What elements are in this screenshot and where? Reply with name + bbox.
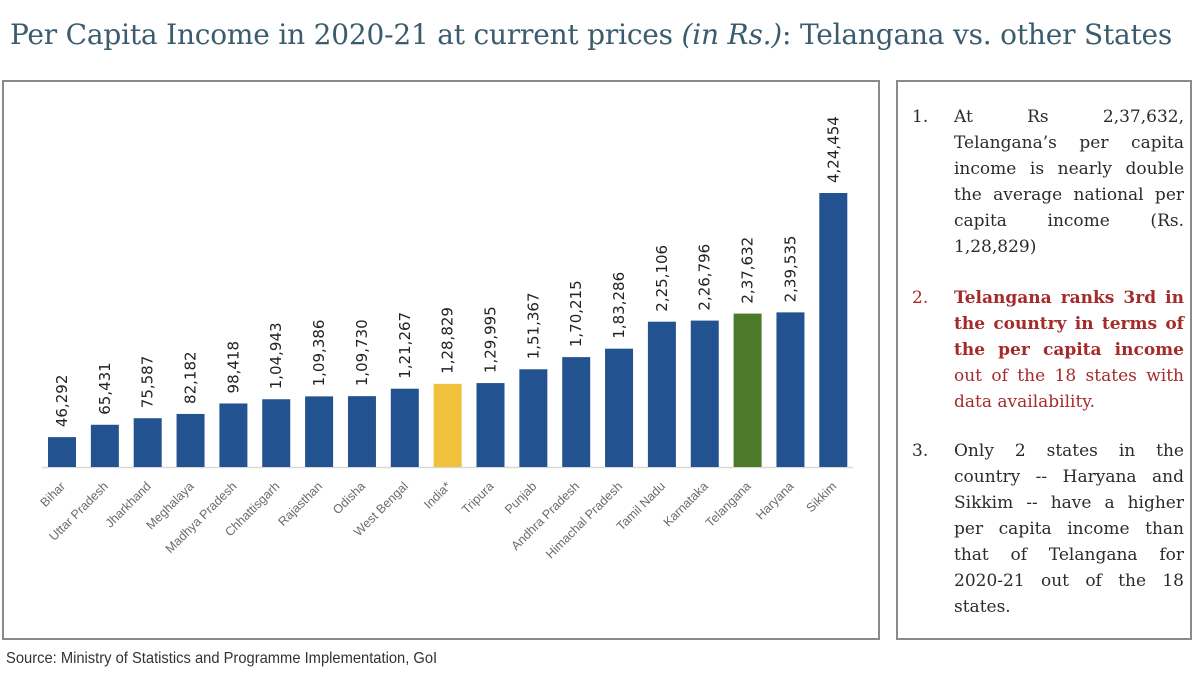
bar-telangana: [733, 313, 762, 467]
data-label: 2,39,535: [781, 236, 799, 303]
x-tick-label: Sikkim: [803, 479, 839, 515]
bar-madhya-pradesh: [219, 403, 248, 467]
note-item: 2. Telangana ranks 3rd in the country in…: [912, 285, 1184, 415]
data-label: 1,70,215: [567, 280, 585, 347]
source-caption: Source: Ministry of Statistics and Progr…: [6, 650, 438, 667]
x-tick-label: Karnataka: [661, 479, 711, 529]
title-prefix: Per Capita Income in 2020-21 at current …: [10, 18, 682, 51]
x-tick-label: Bihar: [38, 479, 69, 510]
note-item: 3. Only 2 states in the country -- Harya…: [912, 438, 1184, 620]
notes-panel: 1. At Rs 2,37,632, Telangana’s per capit…: [896, 80, 1192, 640]
note-text: out of the 18 states with data availabil…: [954, 366, 1184, 412]
x-tick-label: Haryana: [753, 479, 796, 522]
chart-panel: 46,292 Bihar 65,431 Uttar Pradesh 75,587 Jhar…: [2, 80, 880, 640]
bar-tripura: [476, 383, 505, 467]
bar-chhattisgarh: [262, 399, 291, 467]
bar-bihar: [48, 437, 76, 467]
x-tick-label: Odisha: [330, 479, 368, 517]
bar-jharkhand: [133, 418, 162, 467]
x-tick-label: Tripura: [459, 479, 497, 517]
note-highlight-text: Telangana ranks 3rd in the country in te…: [954, 288, 1184, 360]
data-label: 4,24,454: [824, 116, 842, 183]
note-text: Only 2 states in the country -- Haryana …: [954, 441, 1184, 617]
note-text: At Rs 2,37,632, Telangana’s per capita i…: [954, 107, 1184, 257]
x-tick-label: India*: [421, 479, 454, 512]
data-label: 1,09,386: [310, 320, 328, 387]
data-label: 1,83,286: [610, 272, 628, 339]
bar-odisha: [347, 396, 376, 467]
data-label: 75,587: [139, 356, 157, 409]
bar-haryana: [776, 312, 805, 467]
data-label: 1,21,267: [396, 312, 414, 379]
data-label: 1,29,995: [482, 306, 500, 373]
bar-uttar-pradesh: [90, 424, 119, 467]
bar-tamil-nadu: [647, 321, 676, 467]
data-label: 2,26,796: [696, 244, 714, 311]
data-label: 1,09,730: [353, 319, 371, 386]
x-tick-label: Telangana: [703, 479, 754, 530]
bar-west-bengal: [390, 388, 419, 467]
bar-andhra-pradesh: [562, 357, 591, 467]
title-suffix: : Telangana vs. other States: [782, 18, 1173, 51]
bar-india: [433, 383, 462, 467]
data-label: 1,04,943: [267, 322, 285, 389]
data-label: 65,431: [96, 362, 114, 415]
note-number: 1.: [912, 107, 929, 127]
data-label: 1,51,367: [524, 292, 542, 359]
data-label: 46,292: [53, 375, 71, 428]
data-label: 2,37,632: [739, 237, 757, 304]
bar-meghalaya: [176, 413, 205, 467]
data-label: 1,28,829: [439, 307, 457, 374]
note-number: 3.: [912, 441, 929, 461]
bar-himachal-pradesh: [605, 348, 634, 467]
bar-sikkim: [819, 193, 848, 467]
bar-rajasthan: [305, 396, 334, 467]
note-item: 1. At Rs 2,37,632, Telangana’s per capit…: [912, 104, 1184, 260]
x-tick-label: Rajasthan: [276, 479, 326, 529]
data-label: 2,25,106: [653, 245, 671, 312]
x-tick-label: Punjab: [502, 479, 539, 516]
bar-karnataka: [690, 320, 719, 467]
note-number: 2.: [912, 288, 929, 308]
bar-punjab: [519, 369, 548, 467]
x-tick-label: Himachal Pradesh: [543, 479, 625, 561]
title-unit: (in Rs.): [681, 18, 783, 51]
page-title: Per Capita Income in 2020-21 at current …: [10, 18, 1200, 51]
data-label: 82,182: [182, 351, 200, 404]
data-label: 98,418: [224, 341, 242, 394]
